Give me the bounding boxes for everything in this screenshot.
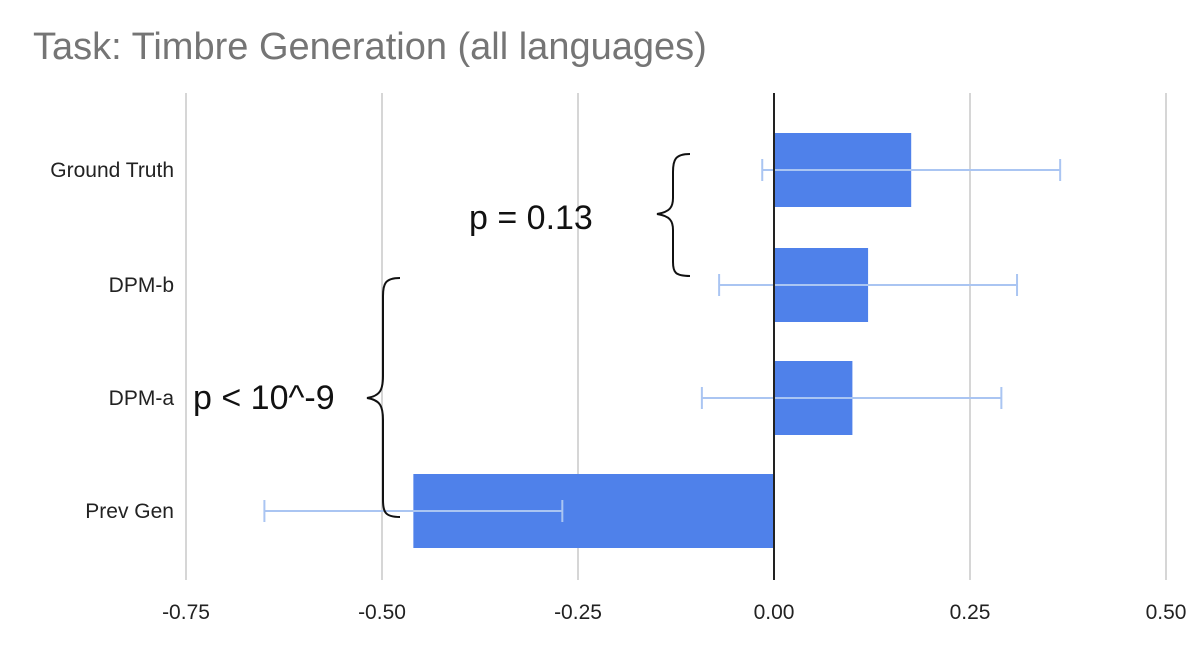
- error-bar: [718, 274, 1019, 296]
- brace-large: [366, 277, 401, 518]
- error-bar: [700, 387, 1003, 409]
- error-bar: [263, 500, 564, 522]
- category-label: Ground Truth: [50, 159, 174, 182]
- bars: [413, 133, 912, 548]
- error-bars: [263, 159, 1062, 522]
- error-bar: [761, 159, 1062, 181]
- annotations: p = 0.13 p < 10^-9: [193, 153, 691, 518]
- brace-small: [656, 153, 691, 277]
- category-label: DPM-a: [109, 387, 175, 410]
- x-tick-label: -0.50: [358, 601, 406, 624]
- annotation-p-lt-1e-9: p < 10^-9: [193, 379, 335, 417]
- category-labels: Ground Truth DPM-b DPM-a Prev Gen: [50, 159, 174, 523]
- x-tick-label: 0.25: [950, 601, 991, 624]
- x-tick-label: -0.75: [162, 601, 210, 624]
- x-tick-label: -0.25: [554, 601, 602, 624]
- x-tick-labels: -0.75 -0.50 -0.25 0.00 0.25 0.50: [162, 601, 1186, 624]
- category-label: Prev Gen: [85, 500, 174, 523]
- x-tick-label: 0.50: [1146, 601, 1187, 624]
- x-tick-label: 0.00: [754, 601, 795, 624]
- chart-title: Task: Timbre Generation (all languages): [33, 26, 707, 68]
- annotation-p-013: p = 0.13: [469, 199, 593, 237]
- category-label: DPM-b: [109, 274, 174, 297]
